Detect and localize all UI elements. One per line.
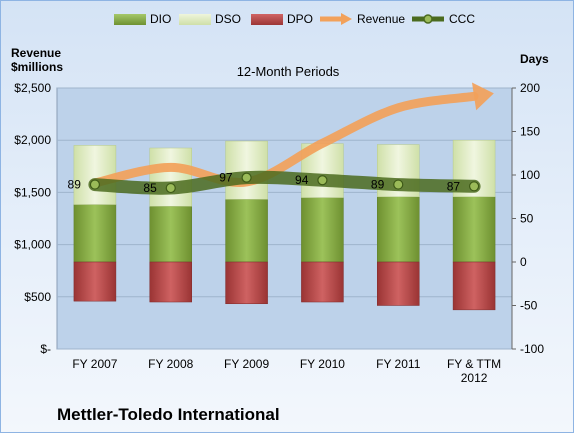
legend-label-dio: DIO xyxy=(150,12,172,26)
x-axis-tick-label: FY 2007 xyxy=(72,357,117,371)
legend-swatch-dpo xyxy=(251,13,283,25)
ccc-point xyxy=(468,181,480,192)
ccc-point xyxy=(393,179,404,190)
ccc-point xyxy=(241,172,252,183)
bar-dpo xyxy=(225,261,268,305)
legend-swatch-dio xyxy=(114,13,146,25)
ccc-data-label: 85 xyxy=(143,181,157,195)
right-axis-tick-label: 100 xyxy=(520,168,540,182)
legend-item-dpo: DPO xyxy=(251,11,313,27)
x-axis-tick-label: FY 2011 xyxy=(376,357,421,371)
legend-label-dso: DSO xyxy=(215,12,242,26)
ccc-series: 89 85 97 94 89 87 xyxy=(68,170,481,195)
ccc-data-label: 94 xyxy=(295,173,309,187)
bar-dpo xyxy=(377,261,420,306)
right-axis-tick-label: 50 xyxy=(520,212,534,226)
bar-dpo xyxy=(301,261,344,303)
left-axis-tick-label: $500 xyxy=(24,290,51,304)
revenue-arrowhead xyxy=(471,82,494,111)
revenue-series xyxy=(90,82,494,188)
legend-label-dpo: DPO xyxy=(287,12,314,26)
x-axis-tick-label: FY 2008 xyxy=(148,357,193,371)
bar-dio xyxy=(452,196,496,263)
ccc-data-label: 89 xyxy=(371,178,385,192)
right-axis-title: Days xyxy=(520,52,549,66)
bar-dpo xyxy=(73,261,117,302)
right-axis-tick-label: -100 xyxy=(520,342,544,356)
legend-label-ccc: CCC xyxy=(449,12,475,26)
legend-label-revenue: Revenue xyxy=(357,12,406,26)
right-axis-tick-label: 200 xyxy=(520,81,540,95)
x-axis-tick-label: FY & TTM xyxy=(447,357,501,371)
right-axis-tick-label: 0 xyxy=(520,255,527,269)
legend-item-ccc: CCC xyxy=(411,11,475,27)
legend-item-dio: DIO xyxy=(114,11,171,27)
bar-dio xyxy=(149,206,192,263)
bars xyxy=(73,139,496,311)
bar-dio xyxy=(301,197,344,263)
ccc-data-label: 87 xyxy=(447,179,461,193)
left-axis-tick-label: $1,000 xyxy=(14,238,51,252)
left-axis-tick-label: $- xyxy=(40,342,51,356)
right-axis-tick-label: -50 xyxy=(520,299,538,313)
axes: $- $500 $1,000 $1,500 $2,000 $2,500 -100 -50 0 50… xyxy=(14,81,544,385)
bar-dso xyxy=(149,147,192,207)
x-axis-tick-label: FY 2009 xyxy=(224,357,269,371)
bar-dio xyxy=(377,196,420,263)
ccc-line xyxy=(88,170,481,195)
bar-dso xyxy=(225,140,268,200)
x-axis-tick-label: FY 2010 xyxy=(300,357,345,371)
legend-item-revenue: Revenue xyxy=(319,11,405,27)
left-axis-tick-label: $2,500 xyxy=(14,81,51,95)
ccc-point xyxy=(89,179,101,190)
ccc-data-label: 89 xyxy=(68,178,82,192)
plot-area xyxy=(56,87,513,350)
left-axis-title-line1: Revenue xyxy=(11,46,61,60)
bar-dio xyxy=(225,199,268,263)
legend-item-dso: DSO xyxy=(179,11,241,27)
x-axis-tick-label: 2012 xyxy=(461,371,488,385)
bar-dpo xyxy=(149,261,192,303)
company-name: Mettler-Toledo International xyxy=(57,405,280,424)
left-axis-title-line2: $millions xyxy=(11,60,63,74)
ccc-point xyxy=(165,182,176,194)
right-axis-tick-label: 150 xyxy=(520,125,540,139)
legend-swatch-dso xyxy=(179,13,211,25)
legend-swatch-revenue xyxy=(320,13,352,25)
revenue-line xyxy=(90,91,479,188)
ccc-data-label: 97 xyxy=(219,171,233,185)
left-axis-tick-label: $2,000 xyxy=(14,133,51,147)
left-axis-tick-label: $1,500 xyxy=(14,185,51,199)
chart-title: 12-Month Periods xyxy=(237,64,340,79)
bar-dpo xyxy=(452,261,496,311)
ccc-point xyxy=(317,175,328,186)
bar-dio xyxy=(73,204,117,263)
legend-swatch-ccc xyxy=(412,14,444,24)
